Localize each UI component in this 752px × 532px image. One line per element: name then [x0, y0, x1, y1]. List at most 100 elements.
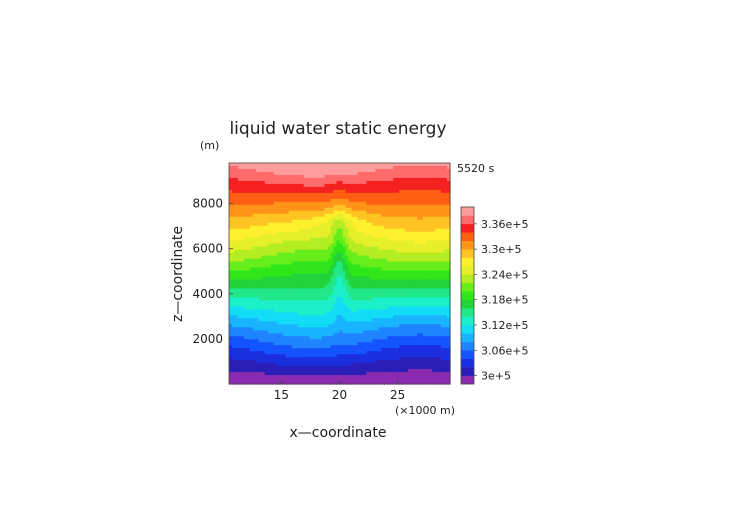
- field-cell: [315, 234, 320, 239]
- field-cell: [381, 351, 385, 355]
- field-cell: [288, 204, 293, 209]
- field-cell: [414, 279, 418, 284]
- field-cell: [387, 273, 391, 278]
- field-cell: [229, 300, 233, 304]
- field-cell: [300, 363, 305, 367]
- field-cell: [357, 171, 362, 176]
- field-cell: [309, 180, 314, 185]
- field-cell: [414, 246, 418, 251]
- field-cell: [294, 207, 299, 212]
- field-cell: [399, 363, 403, 367]
- field-cell: [369, 246, 373, 251]
- field-cell: [249, 219, 254, 224]
- field-cell: [417, 234, 421, 239]
- field-cell: [282, 333, 287, 337]
- field-cell: [372, 324, 376, 328]
- field-cell: [246, 276, 251, 281]
- field-cell: [276, 192, 281, 197]
- field-cell: [336, 237, 341, 242]
- field-cell: [303, 243, 308, 248]
- field-cell: [393, 189, 397, 194]
- field-cell: [264, 243, 269, 248]
- field-cell: [405, 333, 409, 337]
- field-cell: [279, 246, 284, 251]
- field-cell: [261, 291, 266, 296]
- field-cell: [420, 237, 424, 242]
- field-cell: [249, 288, 254, 293]
- field-cell: [396, 366, 400, 370]
- field-cell: [324, 240, 329, 245]
- field-cell: [414, 204, 418, 209]
- field-cell: [300, 267, 305, 272]
- field-cell: [294, 300, 299, 304]
- field-cell: [270, 163, 275, 167]
- field-cell: [384, 375, 388, 379]
- field-cell: [339, 213, 344, 218]
- field-cell: [408, 348, 412, 352]
- field-cell: [375, 330, 379, 334]
- field-cell: [390, 327, 394, 331]
- field-cell: [324, 270, 329, 275]
- field-cell: [285, 192, 290, 197]
- field-cell: [237, 270, 242, 275]
- field-cell: [426, 327, 430, 331]
- field-cell: [369, 282, 373, 287]
- field-cell: [375, 255, 379, 260]
- field-cell: [324, 297, 329, 301]
- field-cell: [357, 309, 362, 313]
- field-cell: [258, 339, 263, 343]
- field-cell: [294, 216, 299, 221]
- field-cell: [294, 180, 299, 185]
- field-cell: [261, 168, 266, 173]
- field-cell: [255, 285, 260, 290]
- field-cell: [246, 318, 251, 322]
- field-cell: [357, 300, 362, 304]
- field-cell: [306, 366, 311, 370]
- field-cell: [363, 279, 367, 284]
- field-cell: [252, 198, 257, 203]
- field-cell: [324, 339, 329, 343]
- field-cell: [243, 321, 248, 325]
- field-cell: [291, 207, 296, 212]
- field-cell: [414, 210, 418, 215]
- field-cell: [231, 318, 236, 322]
- field-cell: [321, 231, 326, 236]
- field-cell: [426, 297, 430, 301]
- field-cell: [342, 351, 347, 355]
- field-cell: [282, 264, 287, 269]
- field-cell: [411, 291, 415, 296]
- field-cell: [375, 339, 379, 343]
- field-cell: [360, 330, 364, 334]
- field-cell: [411, 369, 415, 373]
- field-cell: [285, 351, 290, 355]
- field-cell: [390, 231, 394, 236]
- field-cell: [342, 168, 347, 173]
- field-cell: [264, 279, 269, 284]
- field-cell: [237, 189, 242, 194]
- field-cell: [366, 243, 370, 248]
- field-cell: [426, 312, 430, 316]
- field-cell: [402, 342, 406, 346]
- field-cell: [255, 240, 260, 245]
- field-cell: [291, 240, 296, 245]
- field-cell: [399, 348, 403, 352]
- field-cell: [339, 228, 344, 233]
- field-cell: [384, 303, 388, 307]
- field-cell: [387, 282, 391, 287]
- field-cell: [240, 375, 245, 379]
- field-cell: [342, 360, 347, 364]
- field-cell: [387, 351, 391, 355]
- field-cell: [363, 300, 367, 304]
- field-cell: [285, 267, 290, 272]
- field-cell: [405, 294, 409, 298]
- field-cell: [402, 219, 406, 224]
- field-cell: [309, 258, 314, 263]
- field-cell: [333, 333, 338, 337]
- field-cell: [390, 315, 394, 319]
- field-cell: [264, 369, 269, 373]
- field-cell: [357, 297, 362, 301]
- field-cell: [261, 225, 266, 230]
- field-cell: [294, 345, 299, 349]
- field-cell: [408, 342, 412, 346]
- field-cell: [327, 174, 332, 179]
